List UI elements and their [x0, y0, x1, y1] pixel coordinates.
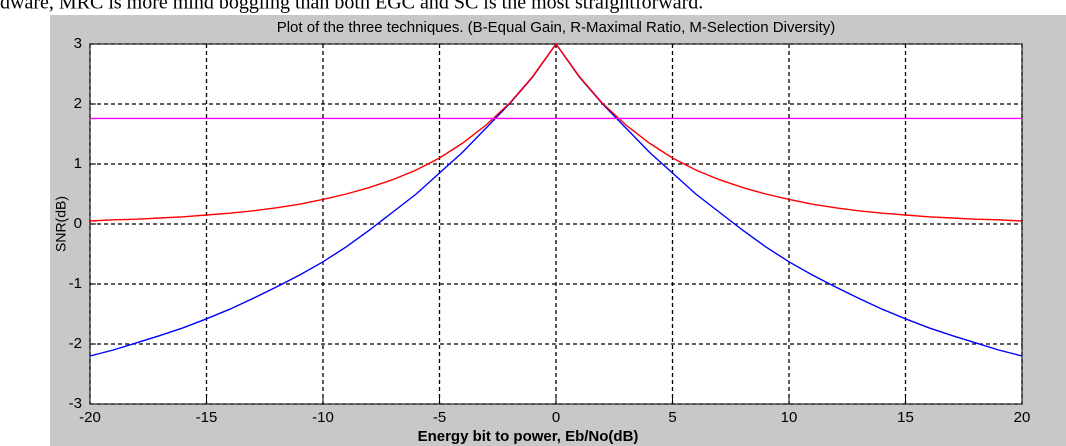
x-axis-label: Energy bit to power, Eb/No(dB) — [418, 428, 639, 445]
x-tick-label: 10 — [781, 409, 798, 426]
caption: dware, MRC is more mind boggling than bo… — [0, 0, 703, 14]
x-tick-label: 15 — [897, 409, 914, 426]
data-line — [89, 42, 1023, 222]
x-tick-label: 0 — [552, 409, 560, 426]
y-tick-label: -3 — [69, 395, 82, 412]
x-tick-label: -10 — [312, 409, 334, 426]
y-tick-label: 2 — [74, 95, 82, 112]
chart-title: Plot of the three techniques. (B-Equal G… — [277, 19, 836, 36]
x-tick-label: -15 — [196, 409, 218, 426]
x-tick-label: 5 — [668, 409, 676, 426]
y-axis-label: SNR(dB) — [53, 196, 69, 252]
y-tick-label: 3 — [74, 35, 82, 52]
x-tick-label: 20 — [1014, 409, 1031, 426]
y-tick-label: -1 — [69, 275, 82, 292]
x-tick-label: -20 — [79, 409, 101, 426]
y-tick-label: 1 — [74, 155, 82, 172]
y-tick-label: -2 — [69, 335, 82, 352]
y-tick-label: 0 — [74, 215, 82, 232]
x-tick-label: -5 — [433, 409, 446, 426]
